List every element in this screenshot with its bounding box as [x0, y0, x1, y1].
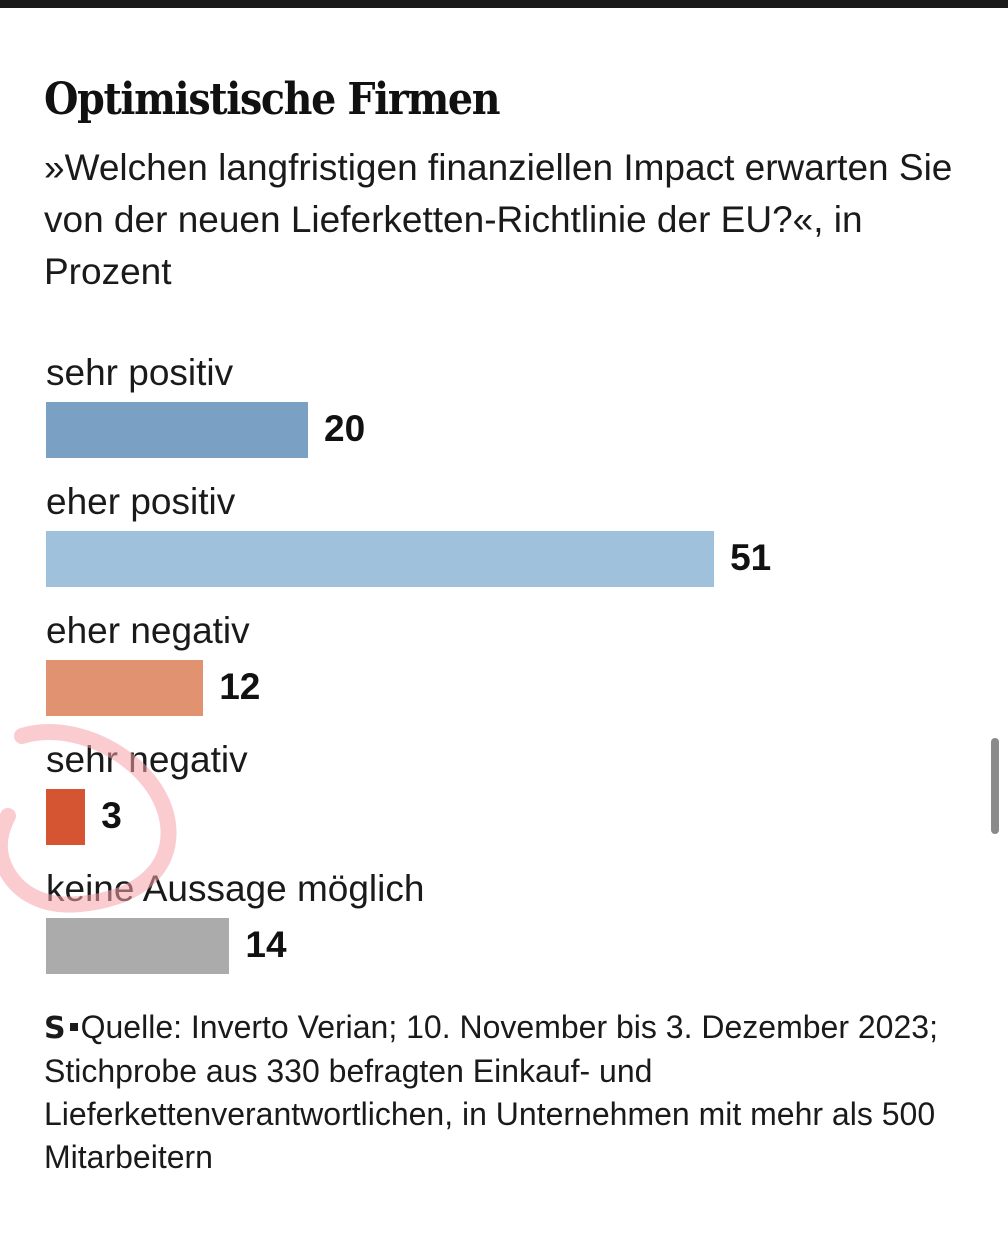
- top-rule: [0, 0, 1008, 8]
- spiegel-logo-icon: S: [44, 1011, 66, 1046]
- value-label: 20: [324, 408, 366, 449]
- scrollbar-thumb[interactable]: [991, 738, 999, 834]
- bar: [46, 402, 308, 458]
- category-label: eher positiv: [46, 481, 236, 522]
- separator-dot: [69, 1022, 78, 1031]
- source-note: S Quelle: Inverto Verian; 10. November bi…: [44, 1006, 964, 1179]
- category-label: keine Aussage möglich: [46, 868, 425, 909]
- value-label: 14: [245, 924, 287, 965]
- bar: [46, 531, 715, 587]
- source-text: Quelle: Inverto Verian; 10. November bis…: [44, 1009, 938, 1175]
- value-label: 12: [219, 666, 261, 707]
- bar: [46, 918, 230, 974]
- bar: [46, 660, 204, 716]
- chart-title: Optimistische Firmen: [44, 74, 501, 125]
- bar: [46, 789, 86, 845]
- value-label: 3: [101, 795, 122, 836]
- value-label: 51: [730, 537, 772, 578]
- category-label: eher negativ: [46, 610, 250, 651]
- chart-subtitle: »Welchen langfristigen finanziellen Impa…: [44, 147, 953, 292]
- category-label: sehr negativ: [46, 739, 248, 780]
- category-label: sehr positiv: [46, 352, 234, 393]
